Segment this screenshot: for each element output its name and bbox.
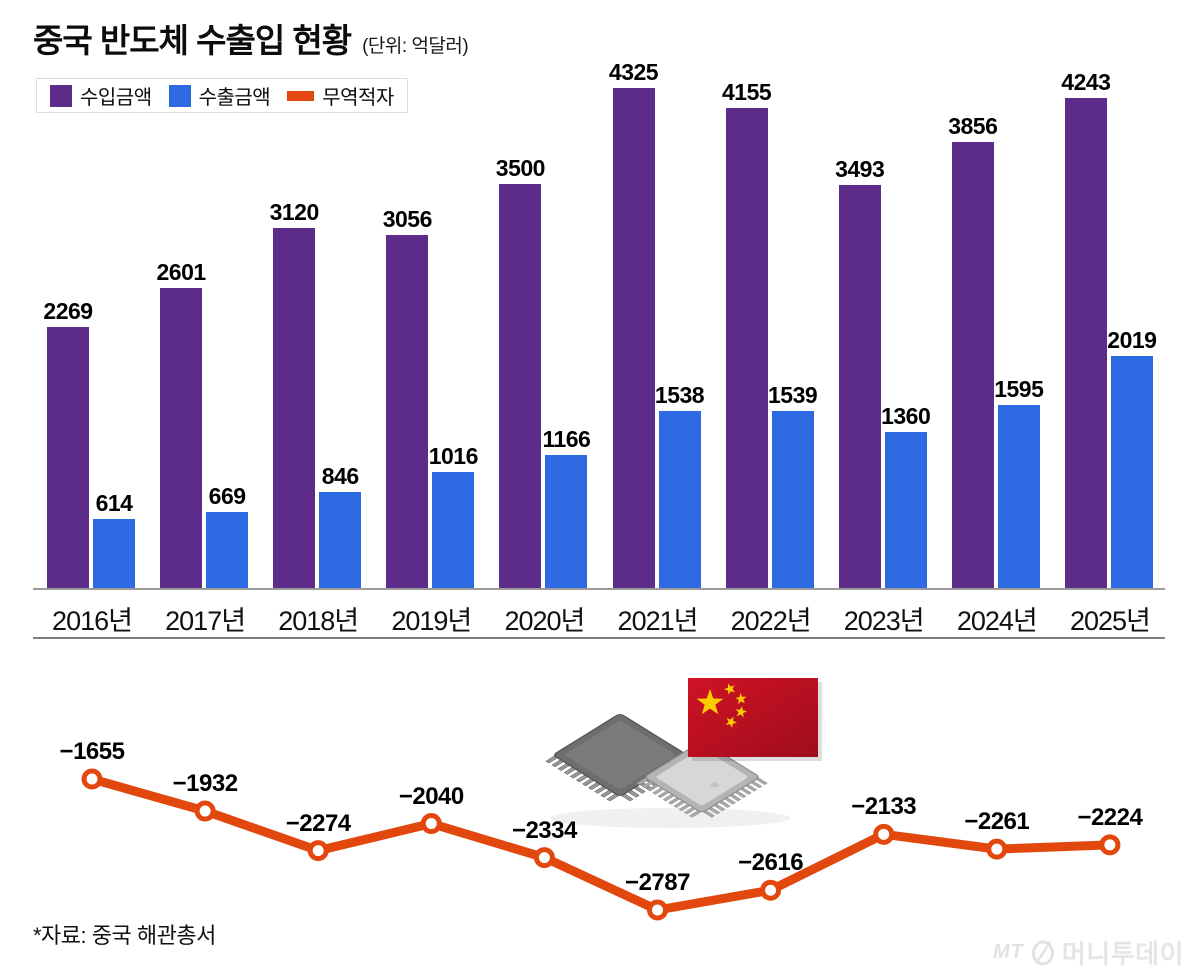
deficit-value-label: −2224 bbox=[1077, 803, 1143, 831]
deficit-point bbox=[647, 899, 668, 921]
bar-value-label: 669 bbox=[208, 483, 246, 509]
deficit-value-label: −2133 bbox=[851, 793, 917, 821]
deficit-point bbox=[81, 768, 103, 790]
import-bar bbox=[160, 288, 203, 590]
deficit-point bbox=[307, 840, 329, 862]
legend-item-imports: 수입금액 bbox=[50, 81, 152, 110]
bar-value-label: 4243 bbox=[1061, 69, 1111, 95]
x-axis-bottom-rule bbox=[33, 637, 1165, 639]
year-label: 2022년 bbox=[730, 606, 812, 636]
import-bar bbox=[273, 228, 316, 590]
deficit-point bbox=[986, 838, 1008, 860]
bar-value-label: 2269 bbox=[43, 298, 93, 324]
import-bar bbox=[838, 185, 881, 590]
source-note: *자료: 중국 해관총서 bbox=[33, 923, 216, 948]
export-bar bbox=[771, 411, 814, 590]
export-bar bbox=[432, 472, 475, 590]
deficit-value-label: −1932 bbox=[172, 770, 238, 798]
publisher-watermark: MT 머니투데이 bbox=[993, 934, 1184, 971]
export-bar bbox=[997, 405, 1040, 590]
import-bar bbox=[612, 88, 655, 590]
year-label: 2019년 bbox=[391, 606, 472, 636]
legend-label-imports: 수입금액 bbox=[80, 87, 152, 109]
bar-value-label: 3500 bbox=[495, 155, 546, 181]
deficit-value-label: −2261 bbox=[964, 808, 1030, 836]
import-bar bbox=[386, 235, 429, 590]
export-bar bbox=[545, 455, 588, 590]
deficit-value-label: −2334 bbox=[511, 816, 577, 844]
bar-value-label: 2019 bbox=[1107, 327, 1157, 353]
deficit-value-label: −2787 bbox=[625, 869, 690, 896]
import-bar bbox=[951, 142, 994, 590]
import-bar bbox=[725, 108, 768, 590]
year-label: 2018년 bbox=[278, 606, 359, 636]
bar-value-label: 1539 bbox=[768, 382, 818, 408]
bar-value-label: 3493 bbox=[835, 156, 885, 182]
deficit-value-label: −2274 bbox=[285, 809, 351, 837]
legend-label-exports: 수출금액 bbox=[198, 87, 271, 109]
bar-value-label: 614 bbox=[95, 490, 133, 516]
year-label: 2016년 bbox=[52, 606, 133, 636]
unit-label: (단위: 억달러) bbox=[362, 36, 469, 57]
watermark-abbr: MT bbox=[993, 941, 1024, 963]
bar-value-label: 4325 bbox=[608, 59, 659, 85]
china-flag-icon bbox=[688, 678, 822, 761]
year-label: 2017년 bbox=[165, 606, 246, 636]
legend-item-exports: 수출금액 bbox=[168, 81, 271, 110]
deficit-point bbox=[1099, 834, 1121, 856]
import-swatch-icon bbox=[50, 84, 72, 107]
deficit-point bbox=[533, 847, 555, 869]
year-label: 2023년 bbox=[843, 606, 925, 636]
year-label: 2024년 bbox=[956, 606, 1038, 636]
bar-value-label: 4155 bbox=[722, 79, 772, 105]
china-chip-illustration bbox=[545, 678, 822, 828]
import-bar bbox=[1064, 98, 1107, 590]
bar-value-label: 1016 bbox=[428, 443, 479, 469]
deficit-value-label: −2616 bbox=[738, 849, 804, 877]
bar-value-label: 846 bbox=[321, 463, 359, 489]
export-bar bbox=[93, 519, 135, 590]
deficit-point bbox=[420, 813, 442, 835]
bar-value-label: 1166 bbox=[542, 426, 591, 452]
bar-value-label: 1538 bbox=[654, 382, 705, 408]
bar-value-label: 1360 bbox=[881, 403, 931, 429]
import-bar bbox=[47, 327, 89, 590]
deficit-value-label: −1655 bbox=[59, 738, 125, 765]
legend-label-deficit: 무역적자 bbox=[322, 87, 394, 109]
legend: 수입금액 수출금액 무역적자 bbox=[36, 78, 408, 113]
watermark-name: 머니투데이 bbox=[1061, 939, 1184, 969]
deficit-point bbox=[760, 879, 782, 901]
deficit-point bbox=[873, 823, 895, 845]
bar-value-label: 3856 bbox=[948, 113, 998, 139]
export-bar bbox=[1110, 356, 1153, 590]
deficit-dash-icon bbox=[287, 90, 315, 101]
year-label: 2021년 bbox=[617, 606, 699, 636]
title-row: 중국 반도체 수출입 현황 (단위: 억달러) bbox=[33, 14, 469, 62]
legend-item-deficit: 무역적자 bbox=[287, 81, 394, 110]
moneytoday-circle-icon bbox=[1031, 940, 1054, 965]
export-bar bbox=[206, 512, 249, 590]
microchip-icon bbox=[636, 741, 768, 818]
bar-value-label: 1595 bbox=[994, 376, 1044, 402]
year-label: 2025년 bbox=[1069, 606, 1151, 636]
export-bar bbox=[884, 432, 927, 590]
bar-value-label: 3056 bbox=[382, 206, 433, 232]
deficit-value-label: −2040 bbox=[398, 782, 464, 810]
export-bar bbox=[319, 492, 362, 590]
bar-value-label: 3120 bbox=[269, 199, 320, 225]
export-swatch-icon bbox=[168, 84, 191, 107]
year-label: 2020년 bbox=[504, 606, 585, 636]
import-bar bbox=[499, 184, 542, 590]
x-axis-line bbox=[33, 588, 1165, 590]
deficit-point bbox=[194, 800, 216, 822]
export-bar bbox=[658, 411, 701, 590]
bar-value-label: 2601 bbox=[156, 259, 207, 285]
page-title: 중국 반도체 수출입 현황 bbox=[33, 22, 352, 59]
